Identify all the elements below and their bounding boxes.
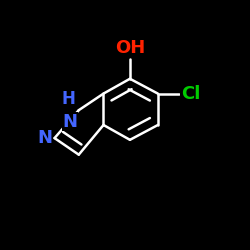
Text: N: N (62, 113, 78, 131)
Text: OH: OH (115, 38, 145, 56)
Text: Cl: Cl (181, 84, 201, 102)
Text: N: N (37, 129, 52, 147)
Text: H: H (61, 90, 75, 108)
